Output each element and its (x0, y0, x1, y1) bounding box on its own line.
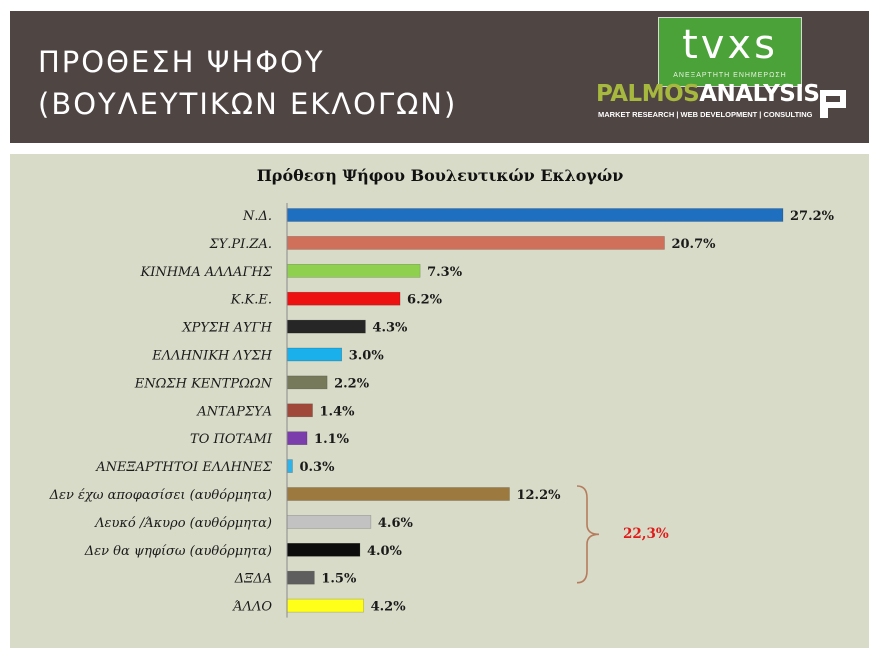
value-label-14: 1.5% (321, 572, 357, 587)
palmos-logo-part2: ANALYSIS (699, 81, 820, 107)
tvxs-logo: tvxs ΑΝΕΞΑΡΤΗΤΗ ΕΝΗΜΕΡΩΣΗ (658, 17, 802, 87)
category-label-15: ΆΛΛΟ (232, 600, 272, 615)
bar-4 (286, 291, 401, 306)
bar-2 (286, 236, 665, 250)
category-label-14: ΔΞΔΑ (234, 572, 272, 587)
header-banner: ΠΡΟΘΕΣΗ ΨΗΦΟΥ (ΒΟΥΛΕΥΤΙΚΩΝ ΕΚΛΟΓΩΝ) tvxs… (10, 11, 869, 143)
category-label-1: Ν.Δ. (242, 209, 272, 224)
bar-14 (286, 570, 315, 585)
value-label-10: 0.3% (299, 460, 335, 475)
value-label-4: 6.2% (407, 293, 443, 308)
bar-chart: Ν.Δ. 27.2% ΣΥ.ΡΙ.ΖΑ. 20.7% ΚΙΝΗΜΑ ΑΛΛΑΓΗΣ 7.3… (49, 203, 835, 618)
value-label-6: 3.0% (349, 349, 385, 364)
bar-7 (286, 375, 328, 390)
bar-9 (286, 431, 308, 446)
category-label-3: ΚΙΝΗΜΑ ΑΛΛΑΓΗΣ (140, 265, 273, 280)
page-title-line-2: (ΒΟΥΛΕΥΤΙΚΩΝ ΕΚΛΟΓΩΝ) (38, 87, 458, 121)
bar-11 (286, 487, 510, 501)
palmos-logo-mark-icon (820, 90, 846, 118)
value-label-15: 4.2% (371, 600, 407, 615)
category-label-7: ΕΝΩΣΗ ΚΕΝΤΡΩΩΝ (134, 376, 273, 391)
palmos-analysis-logo: PALMOSANALYSIS MARKET RESEARCH | WEB DEV… (596, 80, 820, 124)
category-label-8: ΑΝΤΑΡΣΥΑ (196, 404, 272, 419)
palmos-logo-part1: PALMOS (596, 81, 700, 107)
category-label-11: Δεν έχω αποφασίσει (αυθόρμητα) (49, 488, 272, 503)
value-label-8: 1.4% (320, 404, 356, 419)
category-label-5: ΧΡΥΣΗ ΑΥΓΗ (181, 321, 272, 336)
bar-13 (286, 542, 361, 557)
value-label-13: 4.0% (367, 544, 403, 559)
palmos-tagline: MARKET RESEARCH | WEB DEVELOPMENT | CONS… (598, 110, 813, 119)
value-label-1: 27.2% (790, 209, 835, 224)
bracket-curly (576, 485, 600, 584)
chart-panel: Πρόθεση Ψήφου Βουλευτικών Εκλογών Ν.Δ. 27… (10, 154, 869, 648)
category-label-9: ΤΟ ΠΟΤΑΜΙ (190, 432, 273, 447)
value-label-11: 12.2% (516, 488, 561, 503)
value-label-2: 20.7% (671, 237, 716, 252)
page-title-line-1: ΠΡΟΘΕΣΗ ΨΗΦΟΥ (38, 45, 325, 79)
bar-3 (286, 264, 421, 278)
bar-1 (286, 208, 784, 222)
value-label-3: 7.3% (427, 265, 463, 280)
category-label-4: Κ.Κ.Ε. (230, 293, 272, 308)
page-title: ΠΡΟΘΕΣΗ ΨΗΦΟΥ (ΒΟΥΛΕΥΤΙΚΩΝ ΕΚΛΟΓΩΝ) (38, 41, 457, 125)
category-label-12: Λευκό /Άκυρο (αυθόρμητα) (94, 516, 272, 531)
bar-10 (286, 459, 293, 473)
bar-15 (286, 598, 364, 613)
bar-8 (286, 403, 313, 418)
bar-12 (286, 515, 372, 529)
value-label-7: 2.2% (334, 376, 370, 391)
palmos-logo-text: PALMOSANALYSIS (596, 80, 820, 108)
tvxs-logo-text: tvxs (682, 22, 778, 68)
category-label-2: ΣΥ.ΡΙ.ΖΑ. (209, 237, 272, 252)
value-label-12: 4.6% (378, 516, 414, 531)
bracket-total-label: 22,3% (623, 526, 669, 542)
category-label-6: ΕΛΛΗΝΙΚΗ ΛΥΣΗ (151, 349, 272, 364)
category-label-10: ΑΝΕΞΑΡΤΗΤΟΙ ΕΛΛΗΝΕΣ (95, 460, 273, 475)
tvxs-tagline: ΑΝΕΞΑΡΤΗΤΗ ΕΝΗΜΕΡΩΣΗ (673, 72, 787, 79)
bar-6 (286, 347, 343, 362)
chart-title: Πρόθεση Ψήφου Βουλευτικών Εκλογών (256, 166, 624, 185)
value-label-9: 1.1% (314, 432, 350, 447)
bar-5 (286, 319, 366, 334)
category-label-13: Δεν θα ψηφίσω (αυθόρμητα) (84, 544, 272, 559)
value-label-5: 4.3% (372, 321, 408, 336)
